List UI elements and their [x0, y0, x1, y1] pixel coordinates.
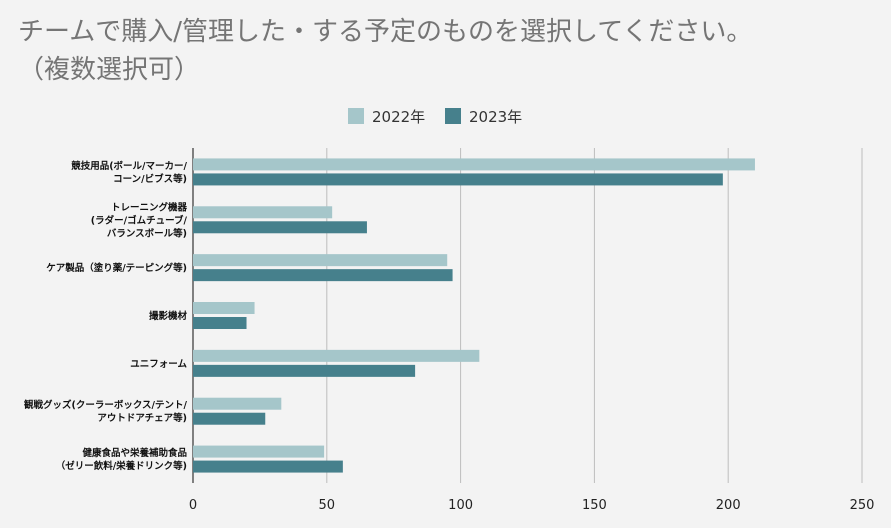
bar: [193, 206, 333, 219]
category-label: バランスボール等): [107, 227, 187, 239]
category-label: ユニフォーム: [130, 359, 187, 370]
category-label: 健康食品や栄養補助食品: [82, 447, 187, 459]
bar: [193, 364, 416, 377]
category-label: 観戦グッズ(クーラーボックス/テント/: [24, 399, 188, 411]
category-label: 競技用品(ボール/マーカー/: [71, 160, 187, 172]
x-tick-label: 150: [582, 498, 607, 513]
chart-title-line-1: チームで購入/管理した・する予定のものを選択してください。: [18, 17, 753, 47]
x-tick-label: 0: [189, 498, 197, 513]
category-label: 撮影機材: [149, 310, 188, 322]
category-label: ケア製品（塗り薬/テーピング等): [46, 262, 187, 274]
bar: [193, 173, 723, 186]
category-label: コーン/ビブス等): [113, 173, 187, 185]
category-label: アウトドアチェア等): [97, 412, 187, 424]
chart-title-line-2: （複数選択可）: [18, 55, 201, 85]
bar: [193, 254, 448, 267]
x-tick-label: 250: [850, 498, 875, 513]
bar: [193, 460, 343, 473]
legend-swatch: [348, 108, 364, 124]
bar: [193, 269, 453, 282]
bar: [193, 158, 755, 171]
bar: [193, 349, 480, 362]
x-tick-label: 100: [448, 498, 473, 513]
legend-swatch: [445, 108, 461, 124]
x-tick-label: 50: [319, 498, 336, 513]
legend-label: 2022年: [372, 108, 425, 126]
bar: [193, 397, 282, 410]
category-label: （ゼリー飲料/栄養ドリンク等): [56, 460, 187, 472]
x-tick-label: 200: [716, 498, 741, 513]
bar: [193, 221, 367, 234]
bar: [193, 412, 266, 425]
bar: [193, 317, 247, 329]
bar: [193, 302, 255, 314]
legend-label: 2023年: [469, 108, 522, 126]
category-label: トレーニング機器: [111, 201, 188, 213]
category-label: (ラダー/ゴムチューブ/: [91, 214, 188, 226]
bar: [193, 445, 325, 458]
